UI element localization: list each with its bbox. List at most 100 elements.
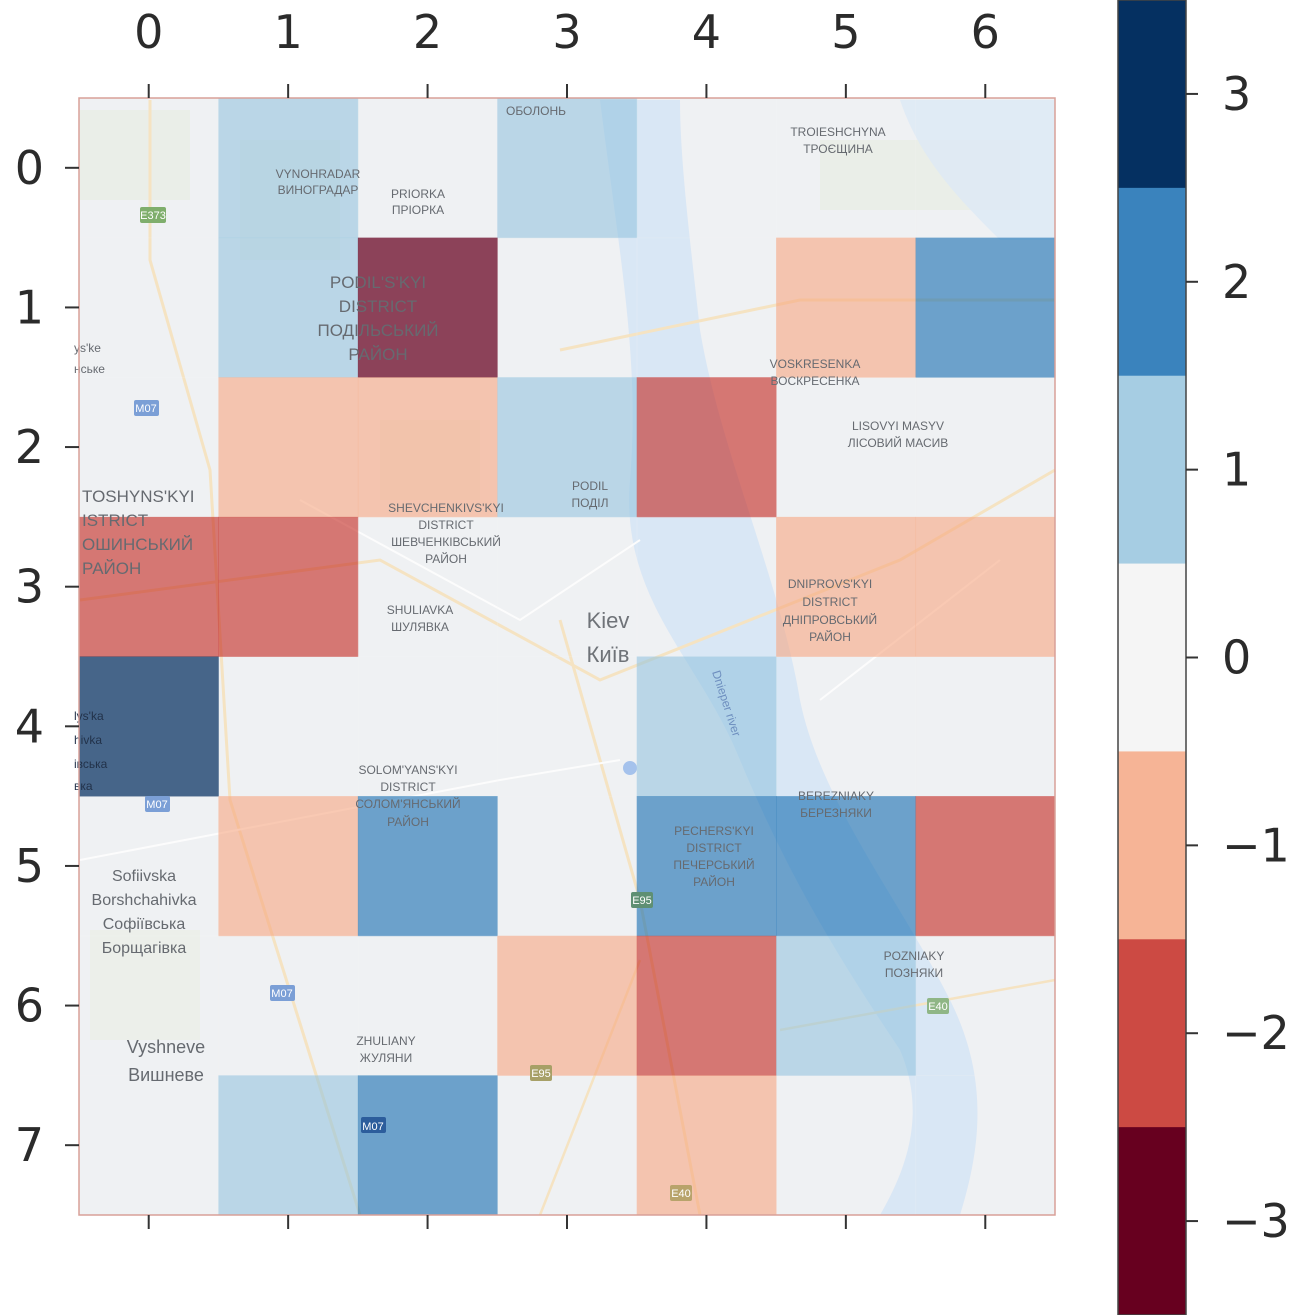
map-label: Софіївська	[103, 916, 186, 933]
colorbar-segment	[1118, 0, 1186, 189]
map-label: SHEVCHENKIVS'KYI	[388, 501, 504, 515]
heatmap-cell	[497, 656, 638, 797]
heatmap-cell	[915, 656, 1056, 797]
heatmap-cell	[776, 796, 917, 937]
map-label: DISTRICT	[802, 595, 858, 609]
heatmap-cell	[218, 656, 359, 797]
colorbar-tick-label: 2	[1222, 255, 1251, 309]
map-label: Київ	[587, 642, 630, 667]
map-label: ПОДІЛЬСЬКИЙ	[317, 321, 438, 340]
map-label: ПОДІЛ	[571, 496, 608, 510]
heatmap-cell	[776, 516, 917, 657]
map-label: VYNOHRADAR	[276, 167, 361, 181]
heatmap-cell	[357, 98, 498, 239]
road-shield-label: E40	[671, 1188, 691, 1200]
map-label: DNIPROVS'KYI	[788, 577, 872, 591]
map-label: ISTRICT	[82, 511, 148, 530]
map-label: ТРОЄЩИНА	[803, 142, 873, 156]
heatmap-cell	[79, 656, 219, 797]
map-label: PECHERS'KYI	[674, 824, 754, 838]
heatmap-cell	[636, 656, 777, 797]
colorbar-tick-label: −2	[1222, 1006, 1290, 1060]
road-shield-label: E95	[632, 895, 652, 907]
map-label: Борщагівка	[102, 940, 187, 957]
road-shield-label: M07	[135, 403, 156, 415]
heatmap-cell	[79, 237, 219, 378]
heatmap-cell	[776, 377, 917, 518]
map-label: РАЙОН	[348, 345, 407, 364]
heatmap-cell	[79, 796, 219, 937]
heatmap-cell	[218, 935, 359, 1076]
heatmap-cell	[218, 377, 359, 518]
heatmap-cell	[776, 237, 917, 378]
heatmap-cell	[79, 935, 219, 1076]
map-labels: VYNOHRADAR ВИНОГРАДАР PRIORKA ПРІОРКА ОБ…	[74, 104, 949, 1201]
heatmap-cells	[79, 98, 1056, 1216]
colorbar-tick-label: −1	[1222, 818, 1290, 872]
map-label: ПРІОРКА	[392, 203, 444, 217]
heatmap-cell	[357, 377, 498, 518]
heatmap-cell	[497, 796, 638, 937]
heatmap-cell	[636, 1075, 777, 1216]
y-tick-label: 5	[15, 839, 44, 893]
colorbar-segment	[1118, 375, 1186, 565]
map-label: PRIORKA	[391, 187, 445, 201]
heatmap-cell	[218, 237, 359, 378]
map-label: ВИНОГРАДАР	[278, 183, 359, 197]
map-label: нське	[74, 362, 105, 376]
map-label: РАЙОН	[809, 629, 851, 644]
x-tick-label: 2	[413, 5, 442, 59]
road-shield-label: M07	[146, 799, 167, 811]
map-label: ШЕВЧЕНКІВСЬКИЙ	[391, 534, 501, 549]
heatmap-cell	[218, 1075, 359, 1216]
heatmap-cell	[497, 377, 638, 518]
map-label: ЛІСОВИЙ МАСИВ	[848, 435, 949, 450]
map-label: SOLOM'YANS'KYI	[358, 763, 457, 777]
x-tick-label: 4	[692, 5, 721, 59]
map-label: ПОЗНЯКИ	[885, 966, 943, 980]
heatmap-cell	[497, 935, 638, 1076]
heatmap-cell	[497, 237, 638, 378]
map-label: Вишневе	[128, 1065, 204, 1085]
map-label: TROIESHCHYNA	[790, 125, 885, 139]
heatmap-cell	[636, 98, 777, 239]
map-label: DISTRICT	[418, 518, 474, 532]
map-label: TOSHYNS'KYI	[82, 487, 195, 506]
map-label: POZNIAKY	[884, 949, 945, 963]
colorbar-segment	[1118, 1127, 1186, 1315]
road-shield-label: M07	[362, 1121, 383, 1133]
map-label: SHULIAVKA	[387, 603, 453, 617]
map-label: вка	[74, 779, 93, 793]
heatmap-cell	[636, 935, 777, 1076]
map-label: РАЙОН	[425, 551, 467, 566]
y-tick-label: 6	[15, 979, 44, 1033]
map-label: РАЙОН	[387, 814, 429, 829]
map-label: PODIL	[572, 479, 608, 493]
heatmap-cell	[915, 516, 1056, 657]
colorbar-segment	[1118, 187, 1186, 377]
map-label: hivka	[74, 733, 102, 747]
map-label: СОЛОМ'ЯНСЬКИЙ	[355, 796, 460, 811]
heatmap-cell	[636, 516, 777, 657]
heatmap-cell	[636, 796, 777, 937]
x-tick-label: 5	[831, 5, 860, 59]
colorbar-tick-label: 3	[1222, 67, 1251, 121]
heatmap-cell	[357, 935, 498, 1076]
heatmap-cell	[79, 516, 219, 657]
heatmap-cell	[357, 237, 498, 378]
heatmap-cell	[915, 1075, 1056, 1216]
heatmap-cell	[357, 796, 498, 937]
map-label: lys'ka	[74, 709, 104, 723]
road-shield-label: E40	[928, 1001, 948, 1013]
heatmap-cell	[357, 516, 498, 657]
heatmap-cell	[218, 516, 359, 657]
heatmap-cell	[636, 237, 777, 378]
map-label: DISTRICT	[380, 780, 436, 794]
x-tick-label: 3	[552, 5, 581, 59]
heatmap-cell	[79, 1075, 219, 1216]
heatmap-cell	[636, 377, 777, 518]
map-label: VOSKRESENKA	[770, 357, 861, 371]
heatmap-cell	[915, 98, 1056, 239]
heatmap-cell	[915, 796, 1056, 937]
y-tick-label: 0	[15, 141, 44, 195]
